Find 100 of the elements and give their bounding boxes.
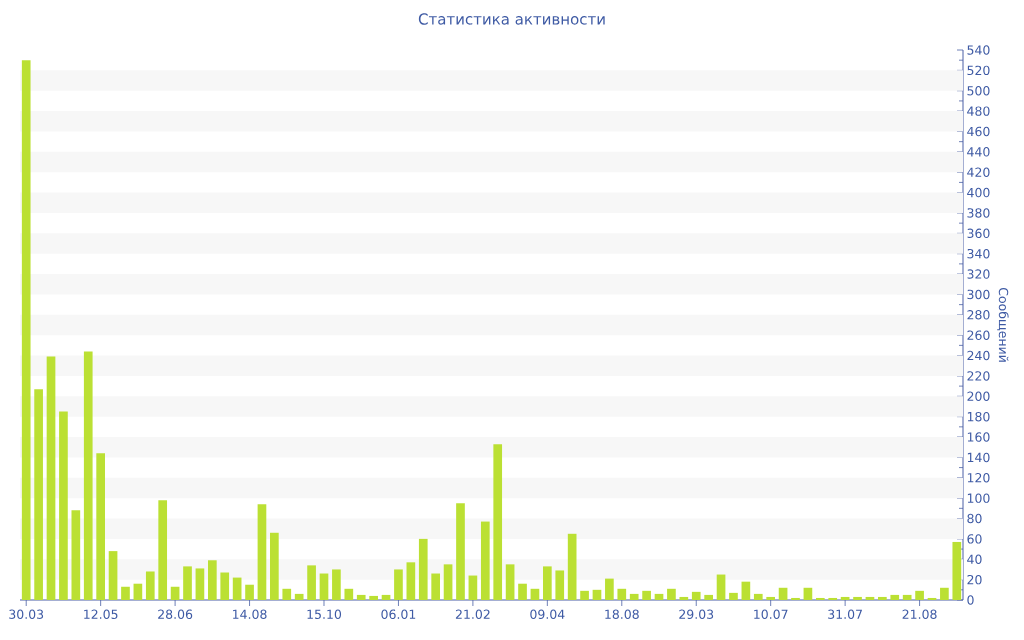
bar — [257, 504, 267, 600]
bar — [555, 570, 565, 600]
y-axis-title: Сообщений — [997, 287, 1009, 362]
bar — [654, 593, 664, 600]
y-tick-label: 0 — [967, 595, 974, 605]
y-tick-label: 300 — [967, 289, 990, 300]
y-tick-label: 340 — [967, 248, 990, 259]
bar — [282, 588, 292, 600]
bar — [456, 503, 465, 600]
y-tick-label: 180 — [967, 411, 990, 422]
x-tick-label: 14.08 — [233, 609, 267, 619]
bar — [170, 586, 180, 600]
bar — [729, 592, 738, 600]
x-tick-label: 29.03 — [679, 609, 714, 619]
y-tick-label: 400 — [967, 187, 990, 198]
y-tick-label: 420 — [967, 167, 990, 177]
bar — [617, 588, 627, 600]
bar — [567, 533, 577, 600]
bar — [344, 588, 354, 600]
bar — [766, 596, 776, 600]
bar — [642, 590, 651, 600]
x-tick-label: 28.06 — [158, 609, 193, 619]
bar — [158, 500, 168, 600]
bar — [828, 597, 838, 600]
bar — [145, 571, 155, 600]
y-tick-label: 380 — [967, 208, 990, 218]
bar — [890, 594, 900, 600]
y-tick-label: 520 — [967, 65, 990, 76]
bar — [108, 551, 118, 600]
bar — [332, 569, 341, 600]
y-tick-label: 160 — [967, 432, 990, 442]
bar — [468, 575, 478, 600]
bar — [753, 593, 763, 600]
x-tick-label: 12.05 — [84, 609, 118, 619]
bar — [518, 583, 527, 600]
chart-title: Статистика активности — [418, 13, 605, 25]
bar — [83, 351, 93, 600]
bar — [443, 564, 453, 600]
bar — [580, 590, 589, 600]
bar — [34, 389, 43, 600]
bar — [183, 566, 192, 600]
y-tick-label: 140 — [967, 452, 990, 463]
y-tick-label: 220 — [967, 371, 990, 381]
y-tick-label: 320 — [967, 269, 990, 279]
bar — [493, 444, 503, 600]
bar — [319, 573, 329, 600]
y-tick-label: 60 — [967, 534, 982, 544]
y-tick-label: 540 — [967, 45, 990, 55]
bar — [245, 584, 254, 600]
x-tick-label: 31.07 — [828, 609, 862, 619]
y-tick-label: 500 — [967, 86, 990, 96]
bar — [71, 510, 81, 600]
bar — [394, 569, 403, 600]
bar — [121, 586, 130, 600]
bar — [46, 356, 56, 600]
x-tick-label: 06.01 — [381, 609, 416, 619]
bar — [307, 565, 316, 600]
bar — [356, 594, 366, 600]
y-tick-label: 360 — [967, 228, 990, 239]
bar — [940, 587, 949, 600]
bar — [629, 593, 639, 600]
y-tick-label: 120 — [967, 473, 990, 483]
bar — [270, 532, 279, 600]
bar — [592, 589, 602, 600]
y-tick-label: 240 — [967, 350, 990, 361]
bar — [902, 594, 912, 600]
bar — [778, 587, 788, 600]
bar — [530, 588, 540, 600]
y-tick-label: 460 — [967, 126, 990, 137]
y-tick-label: 200 — [967, 391, 990, 402]
bar — [853, 596, 862, 600]
y-tick-label: 260 — [967, 330, 990, 340]
bar — [704, 594, 713, 600]
x-tick-label: 21.08 — [902, 609, 937, 619]
bar — [294, 593, 304, 600]
bar — [133, 583, 143, 600]
x-tick-label: 30.03 — [9, 609, 44, 619]
bar — [952, 541, 962, 600]
bar — [543, 566, 552, 600]
bar — [691, 591, 701, 600]
bar — [741, 581, 751, 600]
bar — [369, 595, 378, 600]
bar — [716, 574, 726, 600]
x-tick-label: 09.04 — [530, 609, 565, 619]
y-tick-label: 480 — [967, 106, 990, 116]
x-tick-label: 10.07 — [754, 609, 788, 619]
bar — [667, 588, 676, 600]
y-tick-label: 80 — [967, 513, 982, 524]
x-tick-label: 15.10 — [307, 609, 342, 619]
bar — [815, 597, 825, 600]
bar — [381, 594, 391, 600]
bar — [480, 521, 490, 600]
bar — [878, 596, 887, 600]
bar — [21, 60, 31, 600]
bar — [679, 596, 689, 600]
y-tick-label: 440 — [967, 147, 990, 157]
y-tick-label: 40 — [967, 554, 982, 564]
y-tick-label: 100 — [967, 493, 990, 503]
x-tick-label: 21.02 — [455, 609, 490, 619]
bar — [791, 597, 800, 600]
